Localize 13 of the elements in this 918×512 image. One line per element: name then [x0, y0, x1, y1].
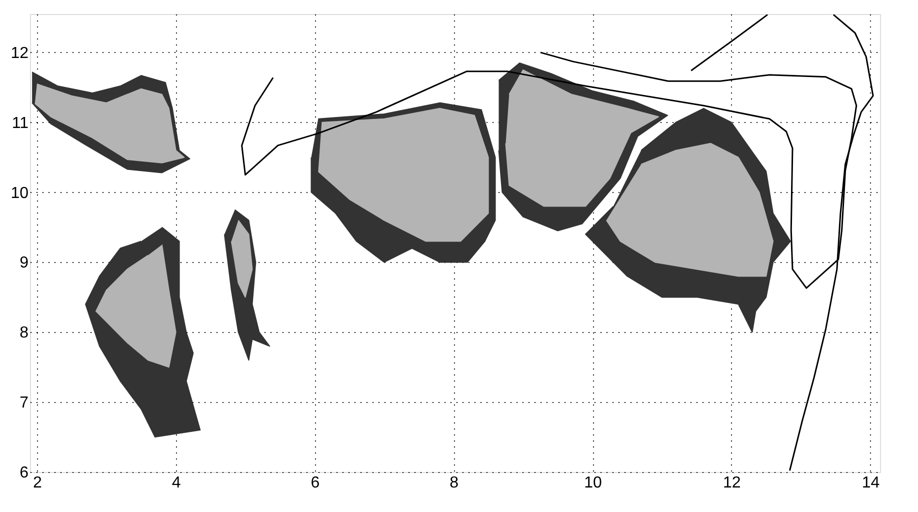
- x-tick-label: 12: [722, 474, 741, 492]
- x-tick-label: 10: [584, 474, 602, 492]
- y-tick-label: 11: [12, 114, 29, 132]
- y-tick-label: 9: [20, 254, 29, 272]
- y-tick-label: 10: [10, 184, 29, 202]
- y-tick-label: 12: [10, 44, 29, 62]
- x-tick-label: 4: [172, 474, 181, 492]
- x-tick-label: 6: [310, 474, 320, 492]
- x-tick-label: 8: [450, 474, 459, 492]
- y-tick-label: 8: [20, 324, 29, 342]
- x-tick-label: 14: [862, 474, 880, 492]
- x-tick-label: 2: [32, 474, 42, 492]
- y-tick-label: 7: [20, 394, 29, 412]
